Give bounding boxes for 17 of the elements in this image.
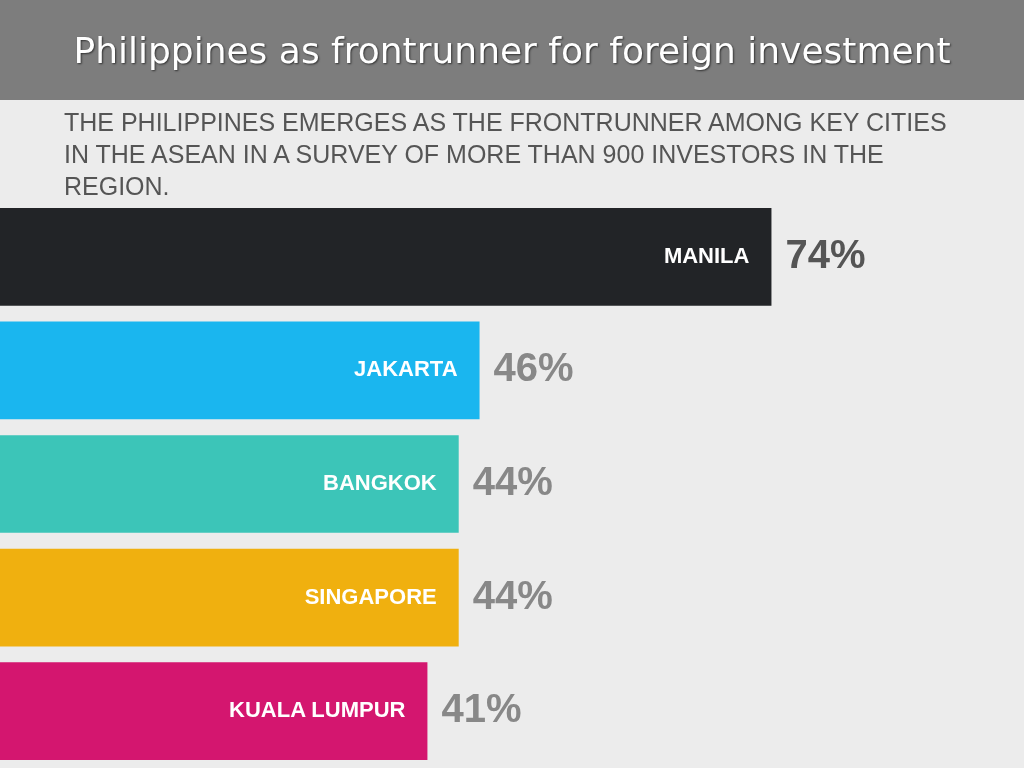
bar	[0, 207, 772, 306]
y-tick-label: KUALA LUMPUR	[229, 697, 406, 723]
data-label: 41%	[441, 686, 522, 731]
data-label: 46%	[493, 345, 574, 390]
data-label: 74%	[785, 231, 866, 276]
y-tick-label: BANGKOK	[323, 470, 437, 496]
bar	[0, 662, 428, 761]
chart-title: Philippines as frontrunner for foreign investment	[73, 29, 951, 71]
bar	[0, 321, 480, 420]
bar	[0, 435, 459, 533]
bar	[0, 548, 459, 647]
y-tick-label: SINGAPORE	[304, 583, 437, 609]
data-label: 44%	[472, 572, 553, 617]
chart-subtitle: THE PHILIPPINES EMERGES AS THE FRONTRUNNER AMONG KEY CITIES IN THE ASEAN IN A SURVEY OF MORE THAN 900 INVESTORS IN THE REGION.	[64, 107, 948, 202]
data-label: 44%	[472, 459, 553, 504]
y-tick-label: JAKARTA	[354, 356, 458, 382]
y-tick-label: MANILA	[663, 242, 750, 268]
